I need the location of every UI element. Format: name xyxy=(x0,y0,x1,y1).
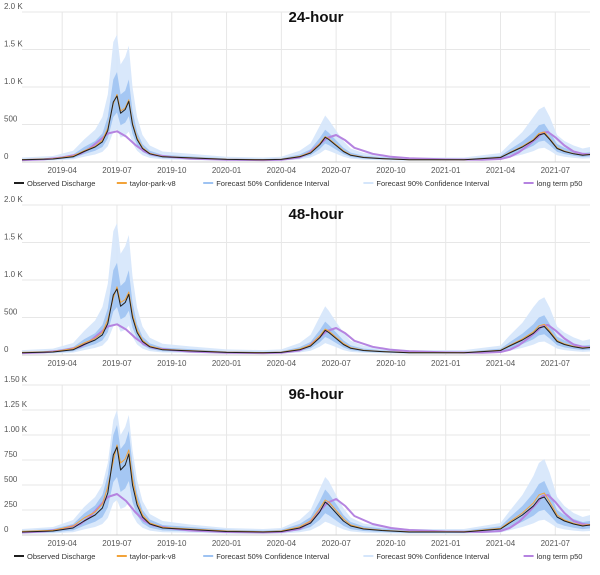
legend: Observed Discharge taylor-park-v8 Forecast… xyxy=(14,552,582,561)
legend-label: Forecast 50% Confidence Interval xyxy=(216,552,329,561)
x-tick-label: 2021-07 xyxy=(541,166,571,175)
x-tick-label: 2021-04 xyxy=(486,359,516,368)
legend-item: taylor-park-v8 xyxy=(116,179,176,188)
ci90-band xyxy=(22,34,590,161)
y-tick-label: 250 xyxy=(4,500,18,509)
x-tick-label: 2021-04 xyxy=(486,166,516,175)
legend: Observed Discharge taylor-park-v8 Forecast… xyxy=(14,179,582,188)
ci90-band xyxy=(22,223,590,354)
chart-panel: 0 500 1.0 K 1.5 K 2.0 K 2019-04 2019-07 2019-10… xyxy=(4,2,591,188)
x-tick-label: 2019-10 xyxy=(157,359,187,368)
legend-label: Observed Discharge xyxy=(27,552,95,561)
chart-title: 96-hour xyxy=(288,386,343,403)
x-tick-label: 2020-04 xyxy=(267,359,297,368)
x-tick-label: 2021-01 xyxy=(431,166,461,175)
x-tick-label: 2020-01 xyxy=(212,359,242,368)
x-tick-label: 2021-04 xyxy=(486,539,516,548)
x-tick-label: 2021-01 xyxy=(431,539,461,548)
x-tick-label: 2021-07 xyxy=(541,539,571,548)
x-tick-label: 2020-10 xyxy=(376,539,406,548)
x-tick-label: 2019-04 xyxy=(48,539,78,548)
legend-item: Forecast 50% Confidence Interval xyxy=(203,552,330,561)
legend-item: Forecast 90% Confidence Interval xyxy=(363,179,490,188)
x-tick-label: 2020-07 xyxy=(321,166,351,175)
x-tick-label: 2019-04 xyxy=(48,359,78,368)
legend-item: long term p50 xyxy=(523,179,583,188)
legend-item: Observed Discharge xyxy=(14,552,95,561)
y-tick-label: 500 xyxy=(4,308,18,317)
legend-item: taylor-park-v8 xyxy=(116,552,176,561)
legend-label: taylor-park-v8 xyxy=(130,552,176,561)
y-tick-label: 0 xyxy=(4,345,9,354)
legend-item: Forecast 90% Confidence Interval xyxy=(363,552,490,561)
legend-item: Forecast 50% Confidence Interval xyxy=(203,179,330,188)
x-tick-label: 2020-10 xyxy=(376,359,406,368)
y-tick-label: 0 xyxy=(4,525,9,534)
y-tick-label: 1.25 K xyxy=(4,400,28,409)
x-tick-label: 2019-07 xyxy=(102,359,132,368)
x-tick-label: 2019-10 xyxy=(157,166,187,175)
y-tick-label: 500 xyxy=(4,115,18,124)
x-tick-label: 2020-04 xyxy=(267,166,297,175)
observed-line xyxy=(21,446,591,533)
model-line xyxy=(21,444,591,533)
x-tick-label: 2021-01 xyxy=(431,359,461,368)
y-tick-label: 2.0 K xyxy=(4,2,23,11)
x-tick-label: 2020-01 xyxy=(212,166,242,175)
x-tick-label: 2020-07 xyxy=(321,539,351,548)
y-tick-label: 0 xyxy=(4,152,9,161)
legend-label: Forecast 50% Confidence Interval xyxy=(216,179,329,188)
x-tick-label: 2019-04 xyxy=(48,166,78,175)
x-tick-label: 2020-04 xyxy=(267,539,297,548)
y-tick-label: 2.0 K xyxy=(4,195,23,204)
y-tick-label: 1.0 K xyxy=(4,270,23,279)
legend-label: Forecast 90% Confidence Interval xyxy=(376,179,489,188)
y-tick-label: 1.5 K xyxy=(4,40,23,49)
legend-item: long term p50 xyxy=(523,552,583,561)
observed-line xyxy=(21,288,591,354)
x-tick-label: 2019-07 xyxy=(102,166,132,175)
legend-label: Observed Discharge xyxy=(27,179,95,188)
y-tick-label: 1.50 K xyxy=(4,375,28,384)
x-tick-label: 2019-07 xyxy=(102,539,132,548)
observed-line xyxy=(21,95,591,161)
y-tick-label: 1.0 K xyxy=(4,77,23,86)
chart-panel: 0 500 1.0 K 1.5 K 2.0 K 2019-04 2019-07 2019-10… xyxy=(4,195,591,368)
y-tick-label: 1.00 K xyxy=(4,425,28,434)
legend-item: Observed Discharge xyxy=(14,179,95,188)
chart-title: 48-hour xyxy=(288,206,343,223)
ci50-band xyxy=(22,72,590,161)
x-tick-label: 2020-07 xyxy=(321,359,351,368)
model-line xyxy=(21,286,591,354)
ci90-band xyxy=(22,410,590,534)
chart-panel: 0 250 500 750 1.00 K 1.25 K 1.50 K 2019-04 2019-… xyxy=(4,375,591,561)
y-tick-label: 500 xyxy=(4,475,18,484)
x-tick-label: 2020-10 xyxy=(376,166,406,175)
x-tick-label: 2020-01 xyxy=(212,539,242,548)
legend-label: long term p50 xyxy=(537,552,583,561)
y-tick-label: 1.5 K xyxy=(4,233,23,242)
ci50-band xyxy=(22,262,590,354)
legend-label: long term p50 xyxy=(537,179,583,188)
x-tick-label: 2019-10 xyxy=(157,539,187,548)
chart-title: 24-hour xyxy=(288,9,343,26)
y-tick-label: 750 xyxy=(4,450,18,459)
x-tick-label: 2021-07 xyxy=(541,359,571,368)
legend-label: taylor-park-v8 xyxy=(130,179,176,188)
legend-label: Forecast 90% Confidence Interval xyxy=(376,552,489,561)
